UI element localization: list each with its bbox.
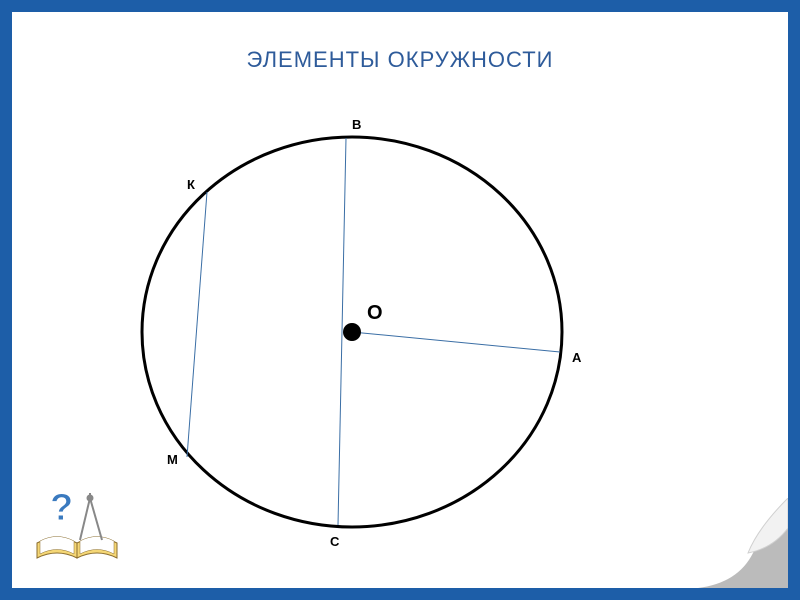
page-curl-icon bbox=[698, 498, 788, 588]
label-o: О bbox=[367, 302, 383, 325]
slide-inner-frame: ЭЛЕМЕНТЫ ОКРУЖНОСТИ О В С А К М ? bbox=[12, 12, 788, 588]
label-a: А bbox=[572, 350, 581, 365]
label-m: М bbox=[167, 452, 178, 467]
diagram-line bbox=[187, 192, 207, 457]
label-b: В bbox=[352, 117, 361, 132]
slide-outer-frame: ЭЛЕМЕНТЫ ОКРУЖНОСТИ О В С А К М ? bbox=[0, 0, 800, 600]
question-mark-icon: ? bbox=[50, 487, 73, 529]
label-c: С bbox=[330, 534, 339, 549]
label-k: К bbox=[187, 177, 195, 192]
compass-icon bbox=[80, 493, 102, 540]
diagram-line bbox=[352, 332, 560, 352]
center-dot bbox=[343, 323, 361, 341]
book-icon bbox=[37, 537, 117, 559]
circle-diagram bbox=[12, 12, 800, 600]
clipart-book-compass: ? bbox=[32, 478, 122, 568]
